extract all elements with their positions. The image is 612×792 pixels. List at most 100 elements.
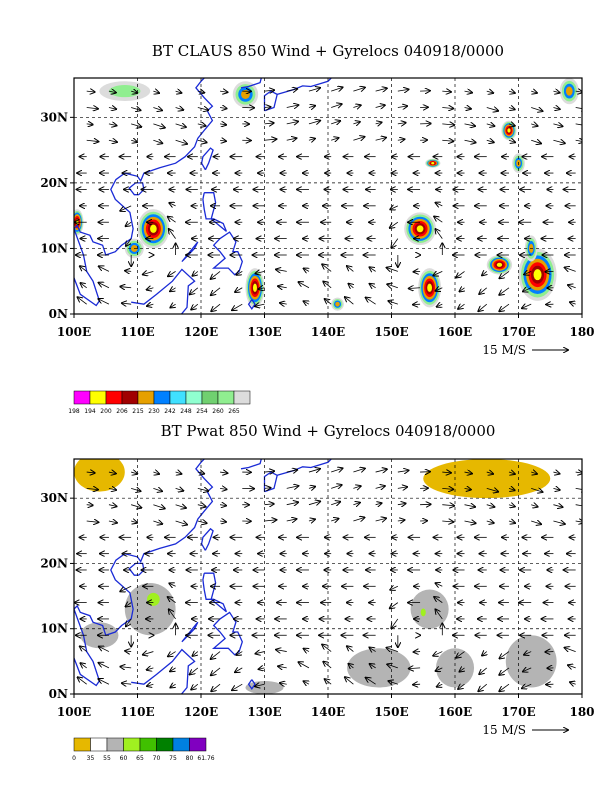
wind-vector xyxy=(464,108,471,109)
wind-vector xyxy=(464,140,476,142)
coastline-7 xyxy=(277,459,332,476)
wind-vector xyxy=(122,683,132,684)
wind-vector xyxy=(568,285,576,288)
legend-swatch xyxy=(137,390,155,405)
wind-vector xyxy=(456,651,465,658)
wind-vector xyxy=(553,124,562,126)
wind-vector xyxy=(568,665,576,668)
wind-vector xyxy=(508,472,515,474)
legend-label: 242 xyxy=(164,408,176,415)
wind-vector xyxy=(397,487,407,488)
wind-vector xyxy=(553,140,564,143)
wind-vector xyxy=(278,666,287,668)
wind-vector xyxy=(120,585,132,591)
wind-vector xyxy=(436,288,443,291)
coastline-7 xyxy=(277,78,332,96)
wind-vector xyxy=(153,140,162,143)
wind-vector xyxy=(459,668,464,672)
legend-swatch xyxy=(185,390,203,405)
chart-title-2: BT Pwat 850 Wind + Gyrelocs 040918/0000 xyxy=(161,422,496,440)
wind-vector xyxy=(353,105,360,107)
wind-vector xyxy=(575,91,582,92)
wind-vector xyxy=(86,124,93,125)
wind-vector xyxy=(308,88,320,91)
shade-ring xyxy=(423,459,551,499)
wind-vector xyxy=(197,505,206,507)
wind-vector xyxy=(387,268,398,272)
chart-panel-1: 100E 110E 120E 130E 140E 150E 160E 170E 180 0N 10N… xyxy=(40,77,595,415)
wind-vector xyxy=(108,488,116,490)
wind-vector xyxy=(131,91,137,93)
legend-label: 60 xyxy=(120,755,128,762)
legend-swatch xyxy=(139,737,157,752)
wind-vector xyxy=(353,486,360,488)
shaded-feature-3 xyxy=(404,212,436,246)
wind-vector xyxy=(390,602,399,609)
x-tick-label: 120E xyxy=(184,325,218,339)
wind-vector xyxy=(479,287,488,294)
wind-vector xyxy=(197,124,206,126)
wind-vector xyxy=(366,678,376,685)
wind-vector xyxy=(486,472,493,474)
wind-vector xyxy=(298,282,310,289)
wind-vector xyxy=(331,87,342,91)
legend-swatch xyxy=(89,390,107,405)
wind-vector xyxy=(108,108,116,110)
legend-swatch xyxy=(169,390,187,405)
wind-vector xyxy=(565,648,576,652)
wind-vector xyxy=(353,517,364,521)
coastline-1 xyxy=(200,147,214,171)
wind-vector xyxy=(391,618,399,628)
wind-vector xyxy=(286,502,298,504)
coastline-3 xyxy=(202,192,228,232)
wind-vector xyxy=(387,284,398,288)
wind-vector xyxy=(435,229,443,239)
wind-vector xyxy=(170,304,175,307)
wind-vector xyxy=(86,488,98,489)
coastline-0 xyxy=(74,78,214,307)
wind-vector xyxy=(531,472,537,474)
wind-vector xyxy=(375,518,386,521)
wind-vector xyxy=(78,297,87,305)
wind-vector xyxy=(120,287,132,288)
shaded-feature-0 xyxy=(137,209,170,249)
wind-vector xyxy=(508,108,515,110)
wind-vector xyxy=(98,299,110,305)
coastline-9 xyxy=(131,268,196,314)
shaded-feature-9 xyxy=(505,635,557,688)
wind-vector xyxy=(175,521,187,525)
wind-vector xyxy=(397,106,407,107)
wind-vector xyxy=(331,519,338,521)
legend-label: 61.76 xyxy=(197,755,214,762)
wind-vector xyxy=(523,668,532,672)
wind-vector xyxy=(286,138,297,140)
wind-vector xyxy=(169,229,176,239)
wind-vector xyxy=(264,90,275,91)
wind-vector xyxy=(211,651,221,659)
wind-vector xyxy=(375,503,382,505)
wind-vector xyxy=(523,288,532,292)
legend-label: 75 xyxy=(169,755,177,762)
wind-vector xyxy=(126,618,132,626)
wind-vector xyxy=(126,238,132,246)
wind-vector xyxy=(304,681,309,684)
wind-vector xyxy=(191,683,199,689)
wind-vector xyxy=(147,668,154,670)
wind-vector xyxy=(259,668,265,669)
legend-swatch xyxy=(121,390,139,405)
wind-vector xyxy=(308,139,315,141)
y-tick-label: 20N xyxy=(40,176,68,190)
wind-vector xyxy=(375,88,387,91)
x-tick-label: 100E xyxy=(57,705,91,719)
wind-vector xyxy=(347,266,354,272)
wind-vector xyxy=(255,684,265,686)
wind-vector xyxy=(236,271,243,274)
coastline-9 xyxy=(131,648,196,694)
legend-swatch xyxy=(233,390,251,405)
legend-swatch xyxy=(189,737,207,752)
wind-vector xyxy=(308,519,315,521)
coastline-5 xyxy=(181,241,199,263)
wind-vector xyxy=(232,683,243,690)
wind-vector xyxy=(211,271,221,278)
legend-label: 206 xyxy=(116,408,128,415)
